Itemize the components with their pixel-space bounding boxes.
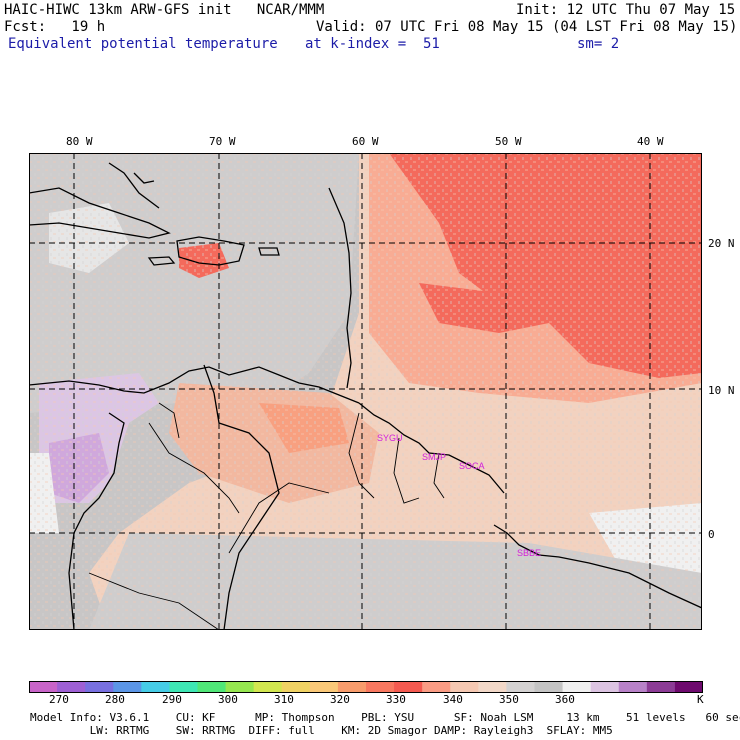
colorbar-swatch: [29, 681, 58, 693]
lat-label-20n: 20 N: [708, 237, 735, 250]
level-info: at k-index = 51: [305, 36, 440, 52]
station-smjp: SMJP: [422, 452, 446, 462]
forecast-hour: Fcst: 19 h: [4, 19, 106, 35]
colorbar-swatch: [366, 681, 395, 693]
colorbar-swatch: [113, 681, 142, 693]
model-info-line2: LW: RRTMG SW: RRTMG DIFF: full KM: 2D Sm…: [30, 724, 613, 737]
colorbar-tick: 360: [555, 693, 575, 706]
colorbar-swatch: [506, 681, 535, 693]
colorbar-swatch: [57, 681, 86, 693]
lat-label-0: 0: [708, 528, 715, 541]
colorbar-swatch: [85, 681, 114, 693]
station-sygu: SYGU: [377, 433, 403, 443]
colorbar-tick: 330: [386, 693, 406, 706]
colorbar-swatch: [394, 681, 423, 693]
colorbar-swatch: [141, 681, 170, 693]
colorbar-tick: 290: [162, 693, 182, 706]
valid-time: Valid: 07 UTC Fri 08 May 15 (04 LST Fri …: [316, 19, 738, 35]
country-borders: [88, 402, 445, 630]
colorbar-tick: 320: [330, 693, 350, 706]
lon-label-40w: 40 W: [637, 135, 664, 148]
colorbar-swatch: [225, 681, 255, 693]
colorbar-swatch: [253, 681, 283, 693]
colorbar-swatch: [674, 681, 703, 693]
station-soca: SOCA: [459, 461, 485, 471]
model-info-line1: Model Info: V3.6.1 CU: KF MP: Thompson P…: [30, 711, 740, 724]
colorbar-swatch: [450, 681, 479, 693]
colorbar: [29, 681, 703, 693]
colorbar-swatch: [337, 681, 367, 693]
lon-label-80w: 80 W: [66, 135, 93, 148]
colorbar-swatch: [478, 681, 507, 693]
colorbar-swatch: [618, 681, 648, 693]
map-frame: [29, 153, 702, 630]
colorbar-tick: 270: [49, 693, 69, 706]
latlon-grid: [29, 153, 702, 630]
colorbar-tick: 350: [499, 693, 519, 706]
colorbar-swatch: [422, 681, 451, 693]
init-time: Init: 12 UTC Thu 07 May 15: [516, 2, 736, 18]
colorbar-tick: 300: [218, 693, 238, 706]
field-shading: [29, 153, 702, 630]
model-title: HAIC-HIWC 13km ARW-GFS init NCAR/MMM: [4, 2, 325, 18]
colorbar-tick: 280: [105, 693, 125, 706]
colorbar-swatch: [169, 681, 198, 693]
colorbar-swatch: [309, 681, 339, 693]
lat-label-10n: 10 N: [708, 384, 735, 397]
smoothing-info: sm= 2: [577, 36, 620, 52]
lon-label-50w: 50 W: [495, 135, 522, 148]
colorbar-swatch: [534, 681, 564, 693]
theta-e-map: SYGU SMJP SOCA SBBE: [29, 153, 702, 630]
colorbar-unit: K: [697, 693, 704, 706]
station-sbbe: SBBE: [517, 548, 541, 558]
coastlines: [29, 162, 702, 630]
colorbar-swatch: [281, 681, 311, 693]
colorbar-tick: 310: [274, 693, 294, 706]
field-name: Equivalent potential temperature: [8, 36, 278, 52]
colorbar-swatch: [646, 681, 676, 693]
lon-label-70w: 70 W: [209, 135, 236, 148]
colorbar-swatch: [590, 681, 620, 693]
colorbar-tick: 340: [443, 693, 463, 706]
colorbar-swatch: [562, 681, 592, 693]
lon-label-60w: 60 W: [352, 135, 379, 148]
colorbar-swatch: [197, 681, 227, 693]
